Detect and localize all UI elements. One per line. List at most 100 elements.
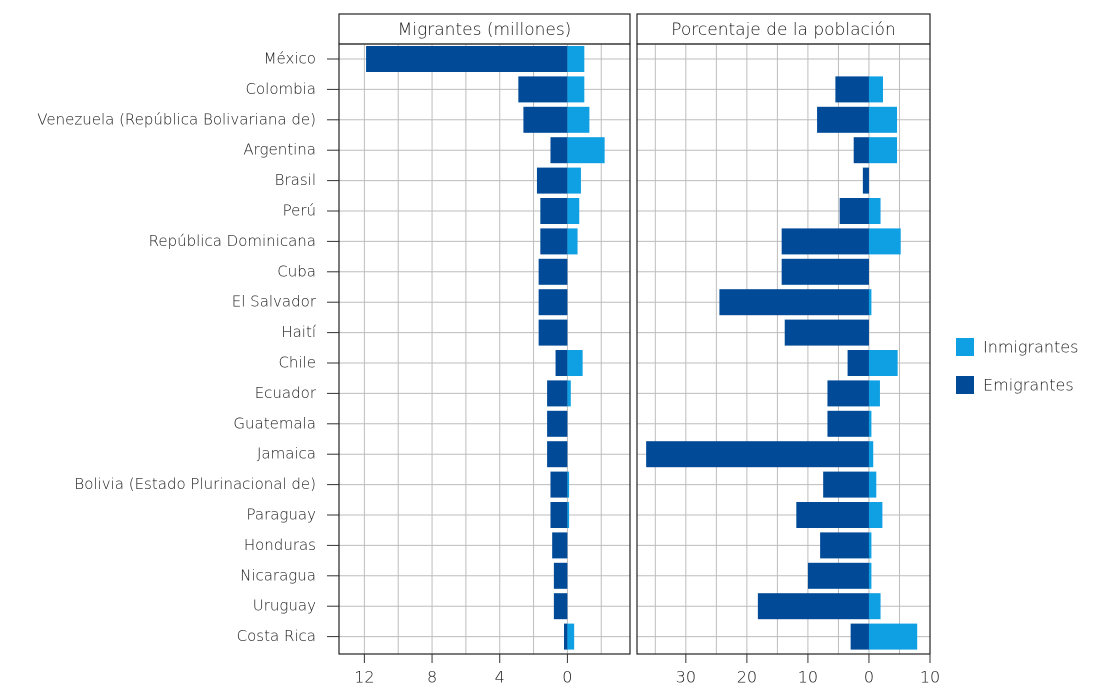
bar-inmigrantes-argentina	[868, 137, 898, 164]
bar-emigrantes-chile	[847, 350, 869, 376]
bar-inmigrantes-ecuador	[567, 380, 571, 407]
x-tick-label: 30	[676, 668, 696, 687]
category-label-republica-dominicana: República Dominicana	[149, 232, 316, 250]
category-label-honduras: Honduras	[244, 536, 316, 554]
bar-inmigrantes-paraguay	[868, 502, 883, 528]
bar-inmigrantes-brasil	[567, 167, 581, 194]
panel-frame	[338, 43, 631, 655]
legend-swatch-inmigrantes	[956, 338, 974, 356]
bar-emigrantes-chile	[555, 350, 568, 376]
panel-header	[636, 13, 931, 45]
bar-emigrantes-brasil	[536, 167, 568, 194]
category-label-uruguay: Uruguay	[253, 597, 316, 615]
bar-inmigrantes-guatemala	[868, 410, 872, 437]
category-label-venezuela-republica-bolivariana-de: Venezuela (República Bolivariana de)	[37, 110, 316, 128]
bar-inmigrantes-colombia	[868, 76, 883, 103]
panel-title: Migrantes (millones)	[398, 20, 572, 40]
bar-inmigrantes-venezuela-republica-bolivariana-de	[567, 106, 590, 133]
x-tick-label: 12	[354, 668, 374, 687]
bar-emigrantes-brasil	[862, 167, 869, 194]
bar-inmigrantes-republica-dominicana	[567, 228, 578, 255]
panel-migrantes: Migrantes (millones) 12 8 4 0	[338, 13, 631, 687]
category-labels: México Colombia Venezuela (República Boliv…	[37, 50, 339, 645]
category-label-mexico: México	[264, 50, 316, 68]
bar-emigrantes-honduras	[820, 532, 869, 559]
bar-inmigrantes-peru	[567, 198, 580, 224]
bar-emigrantes-haiti	[538, 319, 568, 346]
panel-frame	[636, 43, 931, 655]
bar-emigrantes-guatemala	[547, 410, 568, 437]
bar-emigrantes-uruguay	[757, 593, 869, 620]
bar-inmigrantes-colombia	[567, 76, 585, 103]
bar-inmigrantes-venezuela-republica-bolivariana-de	[868, 106, 898, 133]
bar-inmigrantes-costa-rica	[868, 623, 918, 650]
category-label-el-salvador: El Salvador	[232, 293, 317, 311]
bar-inmigrantes-argentina	[567, 137, 605, 164]
bar-emigrantes-peru	[839, 198, 869, 224]
bar-inmigrantes-costa-rica	[567, 623, 575, 650]
bar-emigrantes-ecuador	[547, 380, 568, 407]
bar-inmigrantes-nicaragua	[868, 562, 872, 589]
bar-emigrantes-republica-dominicana	[781, 228, 869, 255]
category-label-haiti: Haití	[281, 323, 317, 341]
bar-inmigrantes-chile	[567, 350, 583, 376]
legend-label-inmigrantes: Inmigrantes	[983, 338, 1078, 357]
bar-emigrantes-cuba	[538, 258, 568, 285]
category-label-bolivia-estado-plurinacional-de: Bolivia (Estado Plurinacional de)	[74, 475, 316, 493]
bar-inmigrantes-peru	[868, 198, 881, 224]
bar-inmigrantes-republica-dominicana	[868, 228, 901, 255]
bar-inmigrantes-bolivia-estado-plurinacional-de	[868, 471, 877, 498]
bar-emigrantes-jamaica	[646, 441, 869, 468]
bar-emigrantes-costa-rica	[564, 623, 568, 650]
bar-inmigrantes-el-salvador	[868, 289, 872, 316]
bar-emigrantes-el-salvador	[538, 289, 568, 316]
category-label-ecuador: Ecuador	[255, 384, 317, 402]
bar-emigrantes-haiti	[784, 319, 869, 346]
category-label-chile: Chile	[278, 354, 316, 372]
x-tick-label: 0	[864, 668, 874, 687]
x-tick-label: 0	[562, 668, 572, 687]
bar-emigrantes-paraguay	[550, 502, 568, 528]
bar-emigrantes-republica-dominicana	[540, 228, 568, 255]
bar-emigrantes-honduras	[552, 532, 568, 559]
category-label-paraguay: Paraguay	[247, 506, 317, 524]
bar-emigrantes-ecuador	[827, 380, 869, 407]
category-label-peru: Perú	[283, 202, 316, 220]
bar-inmigrantes-bolivia-estado-plurinacional-de	[567, 471, 570, 498]
bar-emigrantes-argentina	[550, 137, 568, 164]
category-label-argentina: Argentina	[243, 141, 316, 159]
category-label-costa-rica: Costa Rica	[237, 627, 316, 645]
category-label-nicaragua: Nicaragua	[240, 566, 316, 584]
x-tick-label: 10	[920, 668, 940, 687]
x-tick-label: 20	[737, 668, 757, 687]
bar-emigrantes-jamaica	[547, 441, 568, 468]
bar-emigrantes-guatemala	[827, 410, 869, 437]
x-tick-label: 10	[798, 668, 818, 687]
bar-emigrantes-nicaragua	[807, 562, 869, 589]
panel-header	[338, 13, 631, 45]
category-label-jamaica: Jamaica	[257, 445, 316, 463]
bar-emigrantes-uruguay	[553, 593, 568, 620]
category-label-brasil: Brasil	[275, 171, 316, 189]
bar-emigrantes-colombia	[835, 76, 869, 103]
legend-swatch-emigrantes	[956, 376, 974, 394]
bar-inmigrantes-jamaica	[868, 441, 874, 468]
panel-title: Porcentaje de la población	[671, 20, 895, 40]
legend-label-emigrantes: Emigrantes	[983, 376, 1074, 395]
bar-inmigrantes-chile	[868, 350, 898, 376]
bar-inmigrantes-paraguay	[567, 502, 570, 528]
bar-emigrantes-paraguay	[796, 502, 869, 528]
bar-emigrantes-bolivia-estado-plurinacional-de	[823, 471, 869, 498]
bar-emigrantes-cuba	[781, 258, 869, 285]
bar-inmigrantes-honduras	[868, 532, 872, 559]
bar-emigrantes-nicaragua	[553, 562, 568, 589]
bar-inmigrantes-mexico	[567, 46, 585, 72]
category-label-guatemala: Guatemala	[233, 414, 316, 432]
category-label-cuba: Cuba	[277, 262, 316, 280]
x-tick-label: 4	[495, 668, 505, 687]
x-tick-label: 8	[427, 668, 437, 687]
bar-emigrantes-colombia	[518, 76, 568, 103]
bar-emigrantes-bolivia-estado-plurinacional-de	[550, 471, 568, 498]
bar-emigrantes-venezuela-republica-bolivariana-de	[817, 106, 869, 133]
